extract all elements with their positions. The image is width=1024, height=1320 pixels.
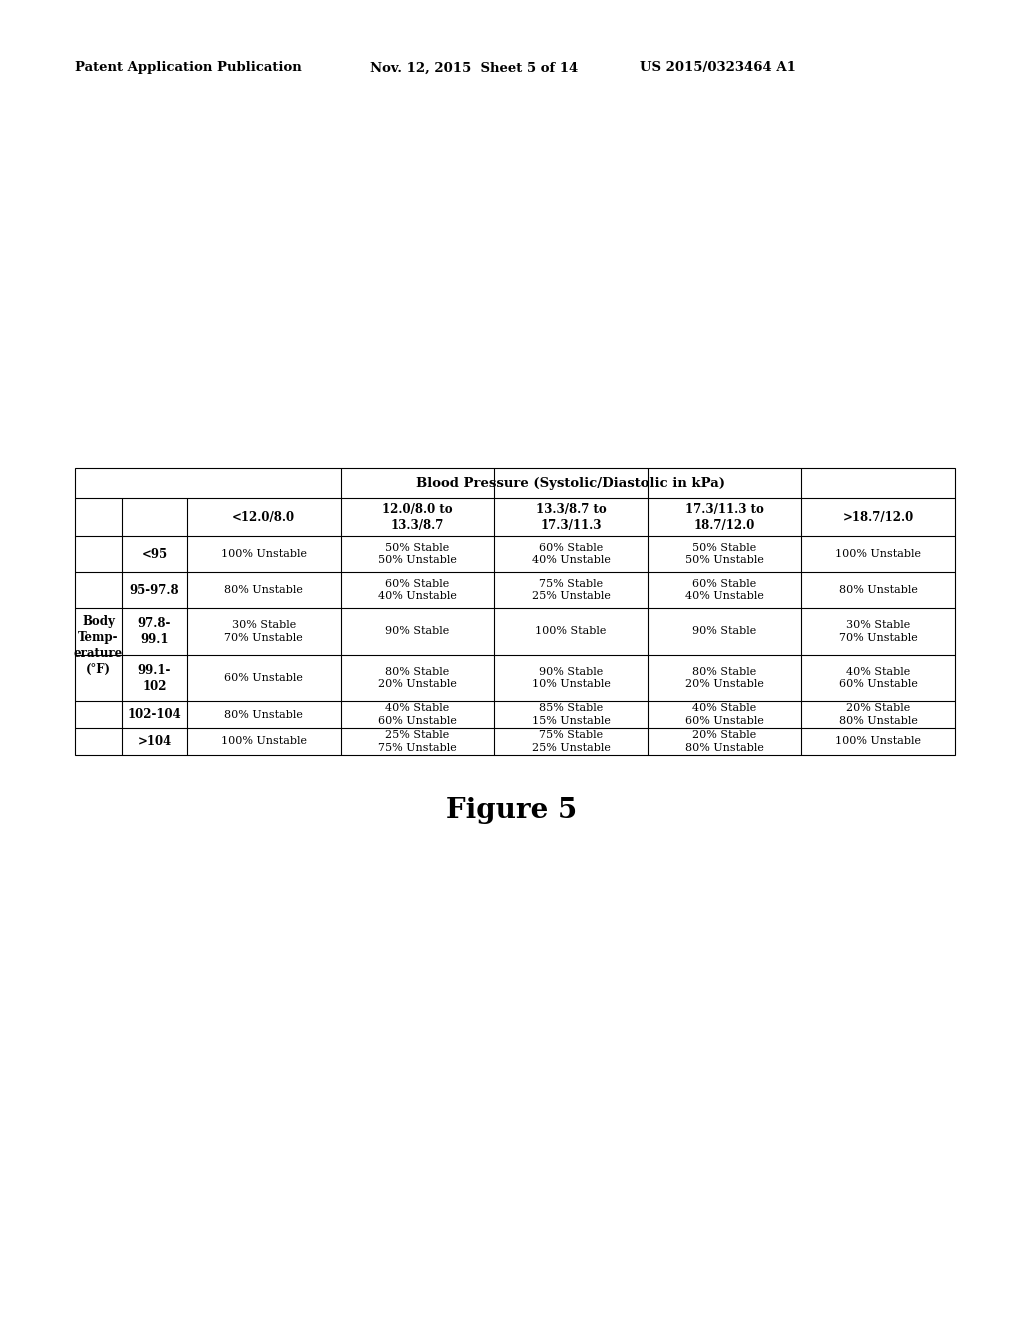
Text: <95: <95 [141, 548, 168, 561]
Text: Blood Pressure (Systolic/Diastolic in kPa): Blood Pressure (Systolic/Diastolic in kP… [417, 477, 725, 490]
Text: 75% Stable
25% Unstable: 75% Stable 25% Unstable [531, 578, 610, 601]
Text: 100% Unstable: 100% Unstable [221, 737, 307, 747]
Text: 100% Unstable: 100% Unstable [836, 549, 922, 558]
Text: US 2015/0323464 A1: US 2015/0323464 A1 [640, 62, 796, 74]
Text: 80% Stable
20% Unstable: 80% Stable 20% Unstable [378, 667, 457, 689]
Text: 75% Stable
25% Unstable: 75% Stable 25% Unstable [531, 730, 610, 752]
Text: 13.3/8.7 to
17.3/11.3: 13.3/8.7 to 17.3/11.3 [536, 503, 606, 532]
Text: 90% Stable
10% Unstable: 90% Stable 10% Unstable [531, 667, 610, 689]
Text: 80% Stable
20% Unstable: 80% Stable 20% Unstable [685, 667, 764, 689]
Text: 60% Stable
40% Unstable: 60% Stable 40% Unstable [378, 578, 457, 601]
Text: 80% Unstable: 80% Unstable [224, 585, 303, 595]
Text: 100% Stable: 100% Stable [536, 627, 606, 636]
Text: Patent Application Publication: Patent Application Publication [75, 62, 302, 74]
Text: 80% Unstable: 80% Unstable [224, 710, 303, 719]
Text: 95-97.8: 95-97.8 [130, 583, 179, 597]
Text: 85% Stable
15% Unstable: 85% Stable 15% Unstable [531, 704, 610, 726]
Text: 90% Stable: 90% Stable [385, 627, 450, 636]
Text: 100% Unstable: 100% Unstable [836, 737, 922, 747]
Text: 30% Stable
70% Unstable: 30% Stable 70% Unstable [839, 620, 918, 643]
Text: 60% Stable
40% Unstable: 60% Stable 40% Unstable [685, 578, 764, 601]
Text: 12.0/8.0 to
13.3/8.7: 12.0/8.0 to 13.3/8.7 [382, 503, 453, 532]
Text: 102-104: 102-104 [128, 708, 181, 721]
Text: 80% Unstable: 80% Unstable [839, 585, 918, 595]
Text: 40% Stable
60% Unstable: 40% Stable 60% Unstable [839, 667, 918, 689]
Text: 99.1-
102: 99.1- 102 [138, 664, 171, 693]
Text: >104: >104 [137, 735, 172, 748]
Text: 20% Stable
80% Unstable: 20% Stable 80% Unstable [685, 730, 764, 752]
Text: 50% Stable
50% Unstable: 50% Stable 50% Unstable [378, 543, 457, 565]
Text: 90% Stable: 90% Stable [692, 627, 757, 636]
Text: 60% Unstable: 60% Unstable [224, 673, 303, 682]
Text: 40% Stable
60% Unstable: 40% Stable 60% Unstable [378, 704, 457, 726]
Text: 50% Stable
50% Unstable: 50% Stable 50% Unstable [685, 543, 764, 565]
Text: 60% Stable
40% Unstable: 60% Stable 40% Unstable [531, 543, 610, 565]
Text: Body
Temp-
erature
(°F): Body Temp- erature (°F) [74, 615, 123, 676]
Text: 100% Unstable: 100% Unstable [221, 549, 307, 558]
Text: Nov. 12, 2015  Sheet 5 of 14: Nov. 12, 2015 Sheet 5 of 14 [370, 62, 579, 74]
Text: <12.0/8.0: <12.0/8.0 [232, 511, 295, 524]
Text: 30% Stable
70% Unstable: 30% Stable 70% Unstable [224, 620, 303, 643]
Bar [75, 469, 955, 755]
Text: 17.3/11.3 to
18.7/12.0: 17.3/11.3 to 18.7/12.0 [685, 503, 764, 532]
Text: 97.8-
99.1: 97.8- 99.1 [138, 616, 171, 645]
Text: Figure 5: Figure 5 [446, 796, 578, 824]
Text: 40% Stable
60% Unstable: 40% Stable 60% Unstable [685, 704, 764, 726]
Text: 25% Stable
75% Unstable: 25% Stable 75% Unstable [378, 730, 457, 752]
Text: >18.7/12.0: >18.7/12.0 [843, 511, 913, 524]
Text: 20% Stable
80% Unstable: 20% Stable 80% Unstable [839, 704, 918, 726]
